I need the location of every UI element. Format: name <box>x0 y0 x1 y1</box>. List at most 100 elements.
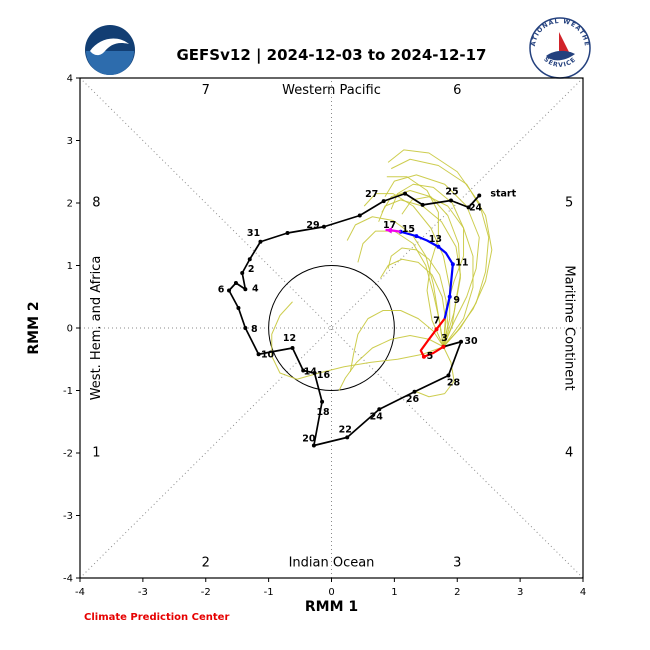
x-tick-label: -1 <box>264 587 274 598</box>
region-label: Maritime Continent <box>562 265 577 390</box>
ensemble-members-path <box>271 301 444 380</box>
y-tick-label: 3 <box>67 136 73 147</box>
nws-sail-shape <box>559 32 570 54</box>
y-axis-label: RMM 2 <box>26 301 42 355</box>
observed-point <box>412 389 417 394</box>
observed-day-label: 30 <box>464 336 478 347</box>
unit-circle <box>268 265 395 391</box>
forecast-days-9-17-point <box>447 294 452 299</box>
x-tick-label: -2 <box>201 587 211 598</box>
observed-point <box>312 371 317 375</box>
ensemble-members-path <box>413 346 455 398</box>
observed-point <box>448 198 453 203</box>
observed-day-label: 10 <box>261 349 275 360</box>
x-tick-label: 3 <box>517 587 523 598</box>
forecast-days-9-17-day-label: 17 <box>383 220 396 231</box>
observed-day-label: 22 <box>339 424 352 435</box>
observed-point <box>233 281 238 285</box>
ensemble-members-path <box>363 193 451 347</box>
ensemble-members-path <box>387 149 490 348</box>
observed-day-label: 29 <box>306 220 319 231</box>
x-tick-label: -3 <box>138 587 148 598</box>
observed-point <box>243 287 248 292</box>
direction-arrow <box>385 227 393 234</box>
y-tick-label: -1 <box>63 386 73 397</box>
forecast-days-9-17-day-label: 15 <box>402 224 415 235</box>
y-tick-label: -4 <box>63 574 73 585</box>
observed-day-label: 4 <box>252 283 259 294</box>
y-tick-label: 2 <box>67 199 73 210</box>
observed-point <box>320 399 325 404</box>
observed-day-label: 14 <box>304 367 318 378</box>
noaa-seagull-icon <box>90 38 129 56</box>
chart-title: GEFSv12 | 2024-12-03 to 2024-12-17 <box>176 46 487 64</box>
credit-text: Climate Prediction Center <box>84 612 230 623</box>
y-tick-label: 1 <box>67 261 73 272</box>
forecast-days-3-8-day-label: 7 <box>433 315 440 326</box>
forecast-days-9-17-path <box>400 230 454 319</box>
forecast-days-9-17-point <box>414 234 419 239</box>
forecast-days-3-8-point <box>434 327 439 332</box>
forecast-days-9-17-day-label: 11 <box>455 257 468 268</box>
observed-point <box>381 199 386 204</box>
observed-point <box>285 231 290 235</box>
region-label: West. Hem. and Africa <box>89 256 104 401</box>
observed-point <box>357 213 362 218</box>
observed-point <box>240 271 245 275</box>
observed-day-label: 6 <box>218 285 225 296</box>
observed-day-label: 25 <box>445 187 458 198</box>
observed-day-label: 2 <box>248 264 255 275</box>
observed-point <box>466 205 471 210</box>
observed-path <box>228 192 480 447</box>
forecast-days-3-8-point <box>441 344 446 349</box>
observed-point <box>247 257 252 262</box>
observed-point <box>311 443 316 448</box>
observed-point <box>459 339 464 344</box>
forecast-days-3-8-day-label: 3 <box>441 333 448 344</box>
ensemble-members-path <box>387 247 449 347</box>
observed-day-label: 26 <box>406 394 420 405</box>
observed-point <box>420 202 425 207</box>
phase-number-label: 7 <box>202 83 210 98</box>
forecast-days-9-17-point <box>450 262 455 267</box>
x-tick-label: 0 <box>328 587 334 598</box>
y-tick-label: -3 <box>63 511 73 522</box>
noaa-logo <box>85 25 135 75</box>
noaa-ocean-shape <box>86 51 134 75</box>
forecast-days-3-8-day-label: 5 <box>427 351 434 362</box>
forecast-days-9-17-point <box>436 244 441 249</box>
observed-day-label: 24 <box>370 411 384 422</box>
x-tick-label: 1 <box>391 587 397 598</box>
observed-day-label: start <box>490 189 516 200</box>
x-tick-label: -4 <box>75 587 85 598</box>
observed-point <box>301 368 306 373</box>
x-tick-label: 4 <box>580 587 586 598</box>
region-label: Western Pacific <box>282 83 381 98</box>
observed-point <box>321 224 326 229</box>
nws-wave-shape <box>546 50 575 61</box>
phase-number-label: 5 <box>565 196 573 211</box>
observed-point <box>403 191 408 196</box>
x-tick-label: 2 <box>454 587 460 598</box>
observed-day-label: 24 <box>469 202 483 213</box>
forecast-days-9-17-day-label: 9 <box>453 295 460 306</box>
phase-number-label: 2 <box>202 556 210 571</box>
observed-day-label: 8 <box>251 324 258 335</box>
observed-point <box>377 407 382 412</box>
nws-logo: NATIONAL WEATHER SERVICE <box>528 16 591 79</box>
ensemble-members-path <box>338 335 444 391</box>
phase-number-label: 8 <box>92 196 100 211</box>
phase-number-label: 1 <box>92 446 100 461</box>
phase-number-label: 4 <box>565 446 573 461</box>
observed-day-label: 31 <box>247 228 260 239</box>
observed-point <box>236 306 241 310</box>
observed-point <box>243 326 248 330</box>
observed-point <box>290 346 295 350</box>
observed-day-label: 12 <box>283 333 296 344</box>
forecast-days-9-17-day-label: 13 <box>429 234 442 245</box>
observed-point <box>256 352 261 357</box>
forecast-days-3-8-point <box>421 354 426 359</box>
observed-day-label: 27 <box>365 189 378 200</box>
ensemble-members-path <box>384 174 480 347</box>
